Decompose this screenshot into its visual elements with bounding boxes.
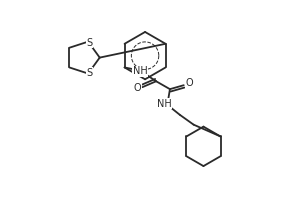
Text: O: O: [134, 83, 141, 93]
Text: O: O: [186, 78, 194, 88]
Text: NH: NH: [133, 66, 148, 76]
Text: NH: NH: [157, 99, 171, 109]
Text: S: S: [86, 38, 92, 48]
Text: S: S: [86, 68, 92, 78]
